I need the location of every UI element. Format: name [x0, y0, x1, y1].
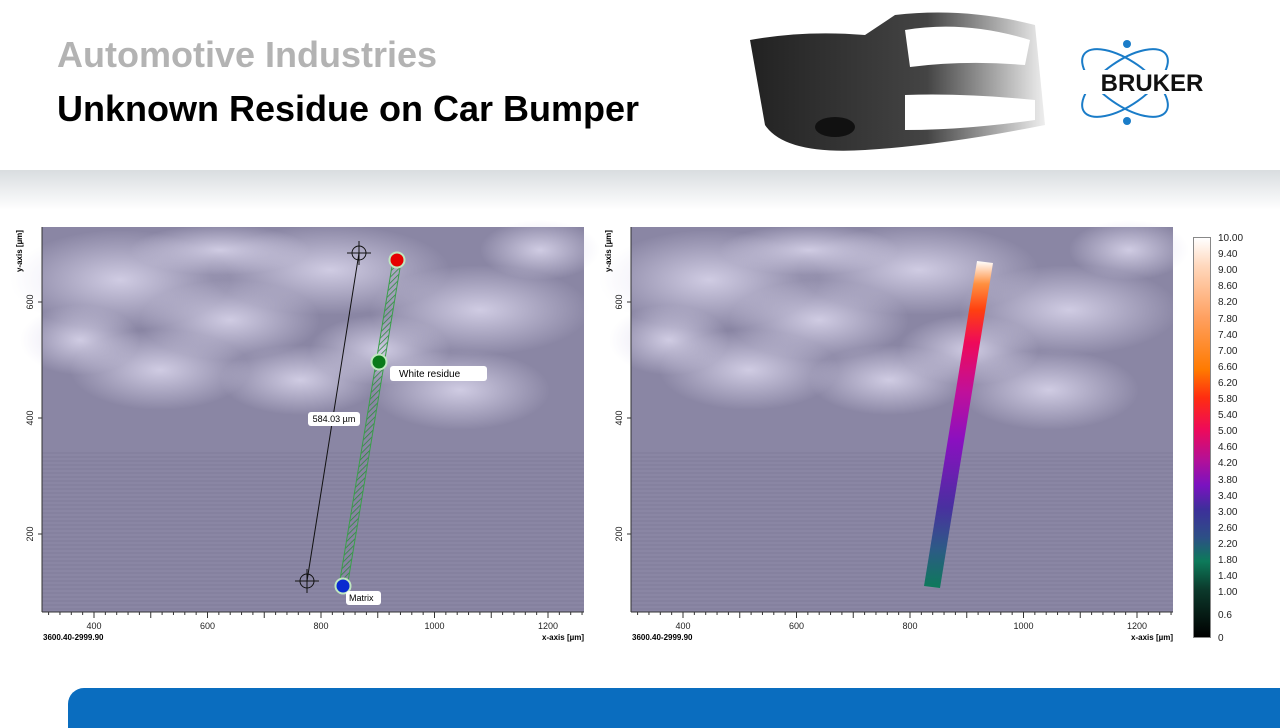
colorbar-label: 3.40 [1218, 490, 1238, 502]
colorbar-label: 4.20 [1218, 458, 1238, 470]
coordinates-readout: 3600.40-2999.90 [43, 633, 104, 642]
colorbar-label: 1.00 [1218, 587, 1238, 599]
matrix-marker[interactable] [334, 577, 352, 595]
header-shadow [0, 170, 1280, 210]
slide-header: Automotive Industries Unknown Residue on… [0, 0, 1280, 172]
x-tick-label: 800 [902, 621, 917, 631]
y-tick-label: 200 [25, 526, 35, 541]
y-tick-label: 400 [25, 410, 35, 425]
car-bumper-image [750, 12, 1045, 151]
colorbar-label: 5.40 [1218, 410, 1238, 422]
colorbar-label: 9.00 [1218, 265, 1238, 277]
colorbar-label: 6.60 [1218, 361, 1238, 373]
microscope-image-plot-left[interactable]: 400 600 800 1000 1200 600 400 200 y-axis [µm] x-a… [0, 220, 600, 650]
x-tick-label: 400 [675, 621, 690, 631]
colorbar-label: 5.80 [1218, 394, 1238, 405]
colorbar-label: 3.00 [1218, 506, 1238, 518]
x-tick-label: 1200 [538, 621, 558, 631]
colorbar-label: 2.60 [1218, 522, 1238, 534]
y-tick-label: 400 [614, 410, 624, 425]
colorbar-label: 8.20 [1218, 297, 1238, 309]
y-tick-label: 600 [614, 294, 624, 309]
footer-bar [68, 688, 1280, 728]
matrix-label: Matrix [349, 593, 374, 603]
colorbar [1193, 237, 1211, 638]
coordinates-readout: 3600.40-2999.90 [632, 633, 693, 642]
x-axis-label: x-axis [µm] [542, 633, 584, 642]
white-residue-marker[interactable] [370, 353, 388, 371]
y-axis-label: y-axis [µm] [604, 230, 613, 272]
colorbar-label: 7.40 [1218, 329, 1238, 341]
colorbar-label: 4.60 [1218, 442, 1238, 454]
colorbar-label: 9.40 [1218, 249, 1238, 261]
svg-text:BRUKER: BRUKER [1101, 70, 1204, 97]
crosshair-handle-icon[interactable] [347, 241, 371, 265]
x-axis-label: x-axis [µm] [1131, 633, 1173, 642]
colorbar-label: 5.00 [1218, 426, 1238, 438]
measurement-label: 584.03 µm [313, 414, 356, 424]
plot-svg[interactable]: 400 600 800 1000 1200 600 400 200 y-axis [µm] x-a… [589, 220, 1189, 650]
colorbar-label: 3.80 [1218, 474, 1238, 486]
colorbar-label: 1.80 [1218, 555, 1238, 566]
colorbar-label: 8.60 [1218, 281, 1238, 293]
colorbar-label: 6.20 [1218, 377, 1238, 389]
colorbar-label: 0.6 [1218, 610, 1232, 621]
colorbar-label: 1.40 [1218, 571, 1238, 583]
plot-svg[interactable]: 400 600 800 1000 1200 600 400 200 y-axis [µm] x-a… [0, 220, 600, 650]
y-tick-label: 200 [614, 526, 624, 541]
white-residue-label: White residue [399, 369, 461, 380]
intensity-line-map [924, 261, 993, 588]
y-tick-label: 600 [25, 294, 35, 309]
colorbar-label: 2.20 [1218, 538, 1238, 550]
x-tick-label: 800 [313, 621, 328, 631]
colorbar-label: 0 [1218, 633, 1224, 644]
slide-title: Unknown Residue on Car Bumper [57, 88, 640, 129]
x-tick-label: 1200 [1127, 621, 1147, 631]
x-tick-label: 400 [86, 621, 101, 631]
x-tick-label: 600 [200, 621, 215, 631]
colorbar-label: 10.00 [1218, 233, 1244, 244]
microscope-image-plot-right[interactable]: 400 600 800 1000 1200 600 400 200 y-axis [µm] x-a… [589, 220, 1189, 650]
colorbar-label: 7.80 [1218, 313, 1238, 325]
x-tick-label: 1000 [1013, 621, 1033, 631]
crosshair-handle-icon[interactable] [295, 569, 319, 593]
start-point-marker[interactable] [388, 251, 406, 269]
bruker-logo: BRUKER [1072, 40, 1232, 125]
slide-subtitle: Automotive Industries [57, 34, 438, 75]
y-axis-label: y-axis [µm] [15, 230, 24, 272]
x-tick-label: 1000 [424, 621, 444, 631]
x-tick-label: 600 [789, 621, 804, 631]
colorbar-label: 7.00 [1218, 345, 1238, 357]
